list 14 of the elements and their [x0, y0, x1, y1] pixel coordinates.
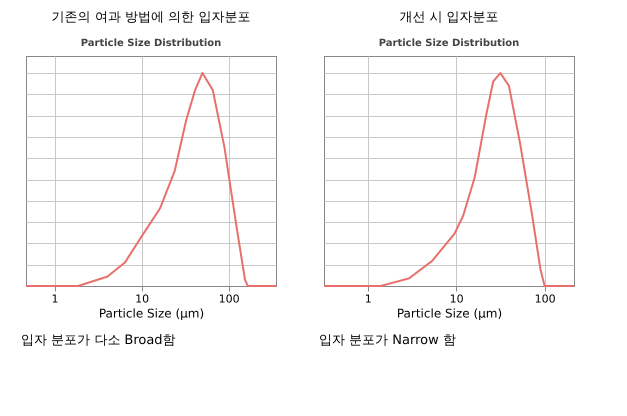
- chart-title: Particle Size Distribution: [378, 38, 520, 49]
- chart-subtitle: 개선 시 입자분포: [399, 10, 499, 25]
- x-axis-title: Particle Size (µm): [396, 306, 502, 320]
- x-tick-label: 10: [450, 292, 464, 306]
- text: 입자 분포가 다소 Broad함: [21, 333, 176, 348]
- chart-subtitle: 기존의 여과 방법에 의한 입자분포: [52, 10, 250, 25]
- x-tick-label: 1: [52, 292, 59, 306]
- text: 입자 분포가 Narrow 함: [319, 333, 456, 348]
- x-tick-label: 100: [534, 292, 556, 306]
- chart-title: Particle Size Distribution: [80, 38, 222, 49]
- x-tick-label: 100: [218, 292, 240, 306]
- x-axis-title: Particle Size (µm): [98, 306, 204, 320]
- x-tick-label: 1: [364, 292, 372, 306]
- x-tick-label: 10: [135, 292, 150, 306]
